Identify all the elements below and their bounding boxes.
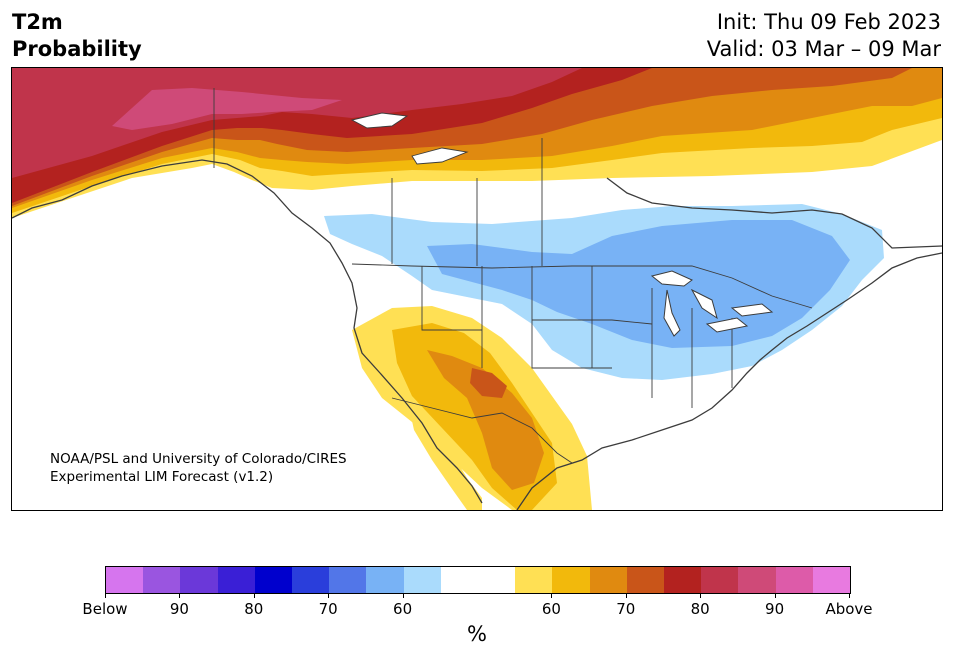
- colorbar-tick-label: 60: [393, 600, 413, 618]
- colorbar-tick-mark: [253, 593, 255, 598]
- colorbar-tick-mark: [849, 593, 850, 598]
- colorbar-segment: [626, 567, 665, 593]
- colorbar-tick-mark: [328, 593, 330, 598]
- colorbar-tick-label: 80: [690, 600, 710, 618]
- above-75-southwest: [470, 368, 507, 398]
- above-70-southwest: [427, 350, 544, 490]
- colorbar-tick-mark: [105, 593, 106, 598]
- colorbar-tick-label: Above: [825, 600, 873, 618]
- colorbar-segment: [292, 567, 330, 593]
- colorbar-segment: [515, 567, 553, 593]
- colorbar-tick-label: 70: [318, 600, 338, 618]
- plot-title: T2m Probability: [12, 9, 142, 63]
- probability-map: NOAA/PSL and University of Colorado/CIRE…: [11, 67, 943, 511]
- colorbar-segment: [589, 567, 627, 593]
- colorbar-segment: [106, 567, 144, 593]
- colorbar-segment: [329, 567, 367, 593]
- forecast-dates: Init: Thu 09 Feb 2023 Valid: 03 Mar – 09…: [707, 9, 941, 63]
- colorbar-segment: [254, 567, 293, 593]
- colorbar-tick-label: 80: [244, 600, 264, 618]
- colorbar-segment: [440, 567, 479, 593]
- colorbar-tick-mark: [179, 593, 181, 598]
- colorbar-tick-mark: [625, 593, 627, 598]
- colorbar: [105, 566, 851, 594]
- colorbar-tick-label: 70: [616, 600, 636, 618]
- colorbar-tick-label: 60: [541, 600, 561, 618]
- colorbar-tick-label: 90: [765, 600, 785, 618]
- colorbar-tick-label: 90: [169, 600, 189, 618]
- colorbar-segment: [366, 567, 404, 593]
- credit-note: NOAA/PSL and University of Colorado/CIRE…: [50, 450, 347, 486]
- colorbar-segment: [403, 567, 441, 593]
- init-date: Init: Thu 09 Feb 2023: [716, 10, 941, 34]
- title-line-1: T2m: [12, 10, 63, 34]
- colorbar-tick-mark: [551, 593, 553, 598]
- colorbar-tick-label: Below: [82, 600, 128, 618]
- map-canvas: [12, 68, 942, 510]
- colorbar-segment: [738, 567, 776, 593]
- colorbar-segment: [775, 567, 813, 593]
- above-50-gulf-coast: [407, 398, 482, 510]
- colorbar-segment: [701, 567, 739, 593]
- colorbar-segment: [180, 567, 218, 593]
- valid-range: Valid: 03 Mar – 09 Mar: [706, 37, 941, 61]
- credit-line-2: Experimental LIM Forecast (v1.2): [50, 469, 274, 485]
- colorbar-tick-mark: [774, 593, 776, 598]
- great-lakes: [650, 270, 774, 337]
- credit-line-1: NOAA/PSL and University of Colorado/CIRE…: [50, 451, 347, 467]
- colorbar-segment: [478, 567, 516, 593]
- colorbar-tick-mark: [700, 593, 702, 598]
- coastlines: [12, 159, 942, 510]
- colorbar-segment: [217, 567, 255, 593]
- colorbar-segment: [812, 567, 851, 593]
- hudson-bay-islands: [350, 112, 469, 165]
- title-line-2: Probability: [12, 37, 142, 61]
- colorbar-segment: [552, 567, 590, 593]
- political-borders: [213, 88, 813, 464]
- colorbar-unit: %: [467, 622, 487, 646]
- colorbar-segment: [143, 567, 181, 593]
- colorbar-tick-mark: [402, 593, 404, 598]
- above-90-north: [112, 88, 342, 130]
- colorbar-segment: [664, 567, 702, 593]
